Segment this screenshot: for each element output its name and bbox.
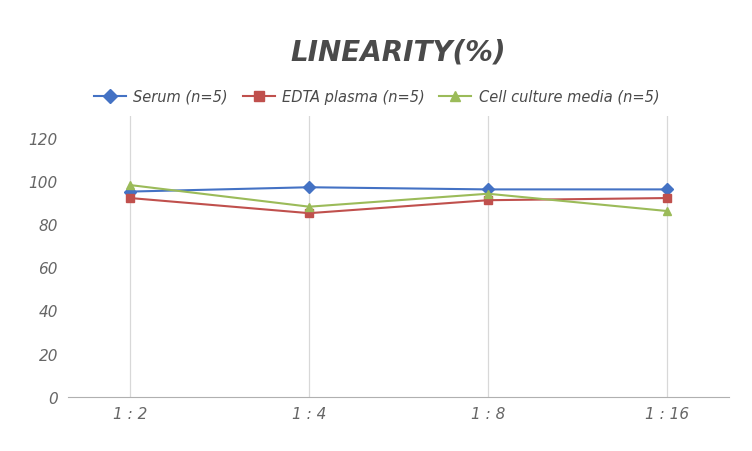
Text: LINEARITY(%): LINEARITY(%) xyxy=(291,38,506,66)
EDTA plasma (n=5) xyxy=(305,211,314,216)
EDTA plasma (n=5) xyxy=(484,198,493,203)
Line: EDTA plasma (n=5): EDTA plasma (n=5) xyxy=(126,194,671,218)
Line: Serum (n=5): Serum (n=5) xyxy=(126,184,671,196)
EDTA plasma (n=5) xyxy=(126,196,135,201)
Legend: Serum (n=5), EDTA plasma (n=5), Cell culture media (n=5): Serum (n=5), EDTA plasma (n=5), Cell cul… xyxy=(88,84,666,110)
Serum (n=5) xyxy=(305,185,314,190)
Serum (n=5) xyxy=(484,187,493,193)
Serum (n=5) xyxy=(126,189,135,195)
EDTA plasma (n=5) xyxy=(663,196,672,201)
Line: Cell culture media (n=5): Cell culture media (n=5) xyxy=(126,181,671,216)
Serum (n=5) xyxy=(663,187,672,193)
Cell culture media (n=5) xyxy=(484,192,493,197)
Cell culture media (n=5) xyxy=(126,183,135,189)
Cell culture media (n=5) xyxy=(663,209,672,214)
Cell culture media (n=5) xyxy=(305,204,314,210)
